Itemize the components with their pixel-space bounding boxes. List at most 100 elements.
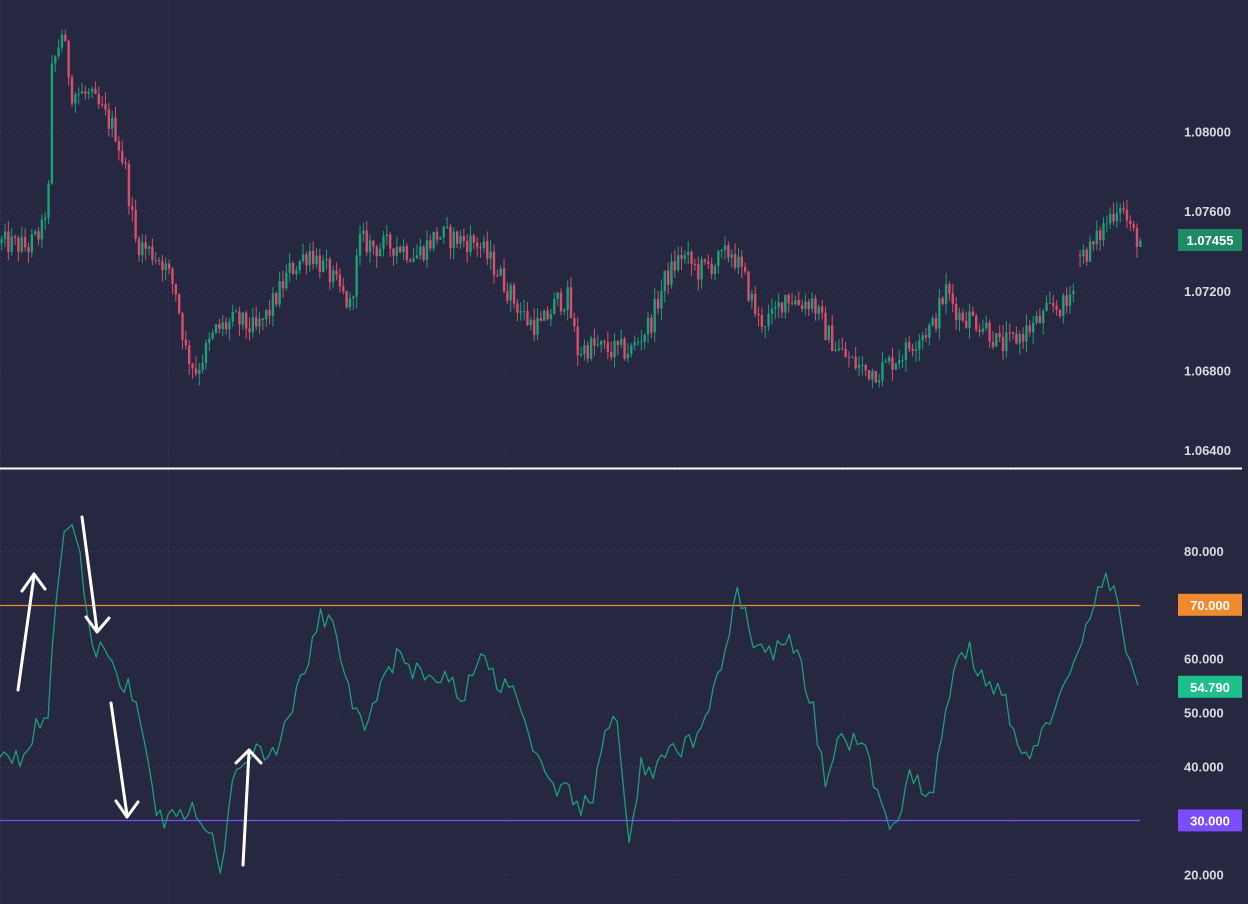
candle	[67, 39, 70, 86]
candle	[184, 331, 188, 350]
price-tick-label: 1.07200	[1184, 284, 1231, 299]
oscillator-last-value-label: 54.790	[1190, 680, 1230, 695]
candle	[445, 216, 449, 230]
candle	[563, 308, 566, 316]
candle	[995, 332, 998, 348]
candle	[817, 304, 821, 321]
candle	[318, 248, 322, 279]
candle	[1052, 295, 1055, 313]
candle	[516, 298, 519, 322]
price-axis: 1.08000 1.07600 1.07200 1.06800 1.06400	[1184, 124, 1231, 458]
candle	[378, 243, 382, 257]
candle	[1021, 327, 1025, 349]
price-candles[interactable]	[0, 29, 1142, 389]
candle	[1035, 310, 1038, 326]
candle	[975, 313, 978, 332]
candle	[532, 308, 536, 341]
arrow-up-1[interactable]	[16, 572, 47, 692]
candle	[774, 300, 777, 320]
candle	[546, 306, 549, 321]
arrow-down-2[interactable]	[109, 701, 140, 819]
candle	[596, 334, 599, 348]
candle	[918, 333, 921, 362]
candle	[298, 260, 301, 275]
price-tick-label: 1.07600	[1184, 204, 1231, 219]
candle	[174, 283, 178, 302]
candle	[214, 323, 218, 335]
candle	[1112, 202, 1115, 226]
candle	[499, 265, 502, 277]
candle	[921, 331, 924, 350]
candle	[593, 328, 596, 356]
candle	[405, 242, 409, 264]
candle	[365, 221, 368, 257]
level-70-tag: 70.000	[1178, 593, 1242, 616]
candle	[30, 229, 34, 258]
candle	[687, 241, 690, 264]
candle	[285, 264, 288, 291]
candle	[747, 270, 750, 303]
oscillator-series-line	[0, 524, 1139, 874]
candle	[851, 355, 854, 359]
candle	[931, 315, 934, 327]
candle	[50, 55, 54, 185]
oscillator-tick-label: 20.000	[1184, 867, 1224, 882]
candle	[934, 312, 938, 333]
candle	[489, 240, 492, 271]
candle	[740, 250, 743, 279]
candle	[991, 331, 995, 350]
candle	[449, 223, 452, 260]
candle	[1031, 315, 1035, 344]
candle	[871, 368, 874, 389]
oscillator-last-value-bg	[1178, 675, 1242, 698]
candle	[757, 306, 760, 327]
candle	[914, 341, 918, 362]
candle	[820, 300, 824, 320]
candle	[278, 271, 281, 308]
arrow-down-1[interactable]	[80, 515, 111, 634]
candle	[559, 288, 563, 316]
candle	[395, 236, 399, 264]
candle	[181, 311, 184, 349]
candle	[589, 335, 593, 362]
candle	[151, 238, 154, 266]
candle	[147, 245, 151, 256]
candle	[1108, 207, 1112, 229]
candle	[33, 229, 37, 236]
candle	[452, 227, 455, 260]
candle	[191, 362, 194, 379]
candle	[847, 351, 851, 368]
candle	[998, 325, 1001, 343]
candle	[750, 290, 754, 310]
candle	[57, 39, 60, 60]
arrow-up-2[interactable]	[234, 748, 263, 867]
candle	[17, 235, 20, 262]
candle	[713, 263, 717, 281]
price-tick-label: 1.06400	[1184, 443, 1231, 458]
candle	[790, 293, 794, 306]
candle	[603, 339, 606, 350]
candle	[60, 29, 64, 53]
candle	[693, 258, 697, 271]
candle	[1095, 220, 1098, 251]
candle	[543, 309, 546, 321]
candle	[509, 282, 512, 313]
candle	[10, 227, 13, 256]
candle	[599, 339, 603, 353]
candle	[321, 255, 325, 273]
candle	[981, 319, 985, 336]
candle	[295, 266, 298, 280]
candle	[388, 231, 392, 258]
oscillator-tick-label: 80.000	[1184, 544, 1224, 559]
candle	[630, 342, 633, 358]
candle	[814, 294, 817, 321]
candle	[7, 221, 10, 261]
candle	[964, 311, 968, 330]
candle	[368, 234, 372, 263]
candle	[107, 102, 111, 137]
candle	[579, 346, 583, 358]
candle	[208, 332, 211, 352]
